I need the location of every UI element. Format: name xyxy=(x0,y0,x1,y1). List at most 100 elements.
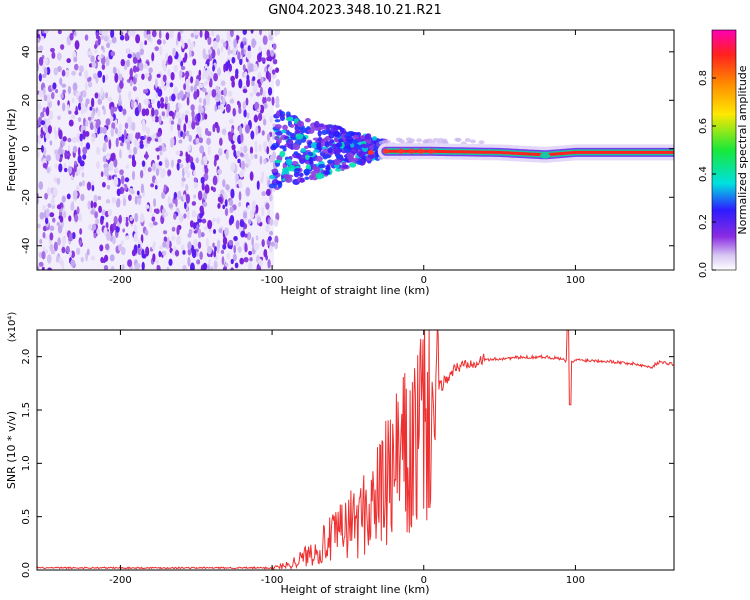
noise-speck xyxy=(122,194,126,200)
noise-speck xyxy=(237,158,241,164)
spectrogram-carrier-line xyxy=(367,143,674,163)
noise-speck xyxy=(274,235,279,245)
noise-speck xyxy=(187,120,193,129)
noise-speck xyxy=(95,218,100,225)
noise-speck xyxy=(227,59,231,68)
noise-speck xyxy=(150,98,156,105)
noise-speck xyxy=(250,153,254,160)
noise-speck xyxy=(141,249,145,257)
noise-speck xyxy=(185,193,191,204)
noise-speck xyxy=(210,186,214,191)
noise-speck xyxy=(67,165,73,174)
noise-speck xyxy=(238,191,242,201)
noise-speck xyxy=(264,66,268,73)
noise-speck xyxy=(97,55,102,61)
noise-speck xyxy=(190,104,195,111)
noise-speck xyxy=(115,137,119,148)
snr-panel: -200 -100 0 100 0.0 0.5 1.0 1.5 2.0 Height of s… xyxy=(5,312,675,596)
noise-speck xyxy=(45,106,50,117)
noise-speck xyxy=(38,261,44,267)
noise-speck xyxy=(38,89,44,98)
noise-speck xyxy=(58,163,63,173)
spectrogram-x-ticks: -200 -100 0 100 xyxy=(109,30,585,286)
noise-speck xyxy=(239,146,244,153)
noise-speck xyxy=(182,264,187,270)
noise-speck xyxy=(226,57,231,62)
noise-speck xyxy=(102,126,107,134)
noise-speck xyxy=(126,48,130,54)
noise-speck xyxy=(275,95,280,106)
noise-speck xyxy=(212,175,218,186)
transition-blob xyxy=(296,120,305,128)
noise-speck xyxy=(203,98,207,107)
transition-blob xyxy=(282,146,287,152)
noise-speck xyxy=(145,246,150,257)
noise-speck xyxy=(229,99,235,104)
noise-speck xyxy=(119,169,124,176)
transition-blob xyxy=(328,132,335,139)
transition-blob xyxy=(306,126,311,130)
noise-speck xyxy=(118,123,122,132)
noise-speck xyxy=(113,158,118,168)
transition-blob xyxy=(298,172,304,177)
noise-speck xyxy=(77,167,81,176)
transition-blob xyxy=(268,174,276,180)
noise-speck xyxy=(221,128,227,135)
noise-speck xyxy=(131,249,136,257)
noise-speck xyxy=(77,102,82,111)
noise-speck xyxy=(215,96,220,103)
noise-speck xyxy=(239,57,243,66)
noise-speck xyxy=(182,194,186,201)
x-tick-label: -100 xyxy=(261,575,284,586)
transition-blob xyxy=(286,138,294,146)
noise-speck xyxy=(102,258,106,264)
noise-speck xyxy=(50,249,56,255)
colorbar-tick-label: 0.8 xyxy=(698,70,709,86)
noise-speck xyxy=(195,137,200,145)
noise-speck xyxy=(195,157,199,164)
noise-speck xyxy=(62,236,67,245)
noise-speck xyxy=(204,167,209,174)
noise-speck xyxy=(190,76,194,84)
noise-speck xyxy=(233,149,237,158)
transition-blob xyxy=(338,138,343,143)
noise-speck xyxy=(61,260,65,270)
noise-speck xyxy=(38,45,44,52)
noise-speck xyxy=(44,249,49,254)
noise-speck xyxy=(161,111,166,117)
noise-speck xyxy=(41,144,44,153)
noise-speck xyxy=(70,250,76,259)
noise-speck xyxy=(217,169,222,175)
transition-blob xyxy=(283,135,290,140)
noise-speck xyxy=(224,208,229,217)
noise-speck xyxy=(62,136,67,142)
carrier-spot xyxy=(367,149,374,155)
noise-speck xyxy=(100,45,104,50)
noise-speck xyxy=(244,243,248,253)
noise-speck xyxy=(252,76,256,81)
noise-speck xyxy=(146,136,152,142)
noise-speck xyxy=(222,179,226,188)
noise-speck xyxy=(40,111,45,118)
noise-speck xyxy=(225,184,230,191)
noise-speck xyxy=(133,101,137,108)
noise-speck xyxy=(162,250,167,256)
noise-speck xyxy=(61,195,66,203)
noise-speck xyxy=(61,102,66,112)
noise-speck xyxy=(267,217,271,225)
noise-speck xyxy=(179,163,184,169)
noise-speck xyxy=(156,100,161,109)
noise-speck xyxy=(144,229,149,236)
noise-speck xyxy=(57,30,62,35)
noise-speck xyxy=(120,142,124,147)
noise-speck xyxy=(230,267,234,270)
noise-speck xyxy=(238,201,242,207)
noise-speck xyxy=(263,102,268,109)
noise-speck xyxy=(236,35,240,41)
noise-speck xyxy=(127,259,133,267)
noise-speck xyxy=(274,30,278,37)
noise-speck xyxy=(163,184,167,193)
noise-speck xyxy=(209,78,213,88)
noise-speck xyxy=(222,97,226,106)
noise-speck xyxy=(193,30,198,36)
